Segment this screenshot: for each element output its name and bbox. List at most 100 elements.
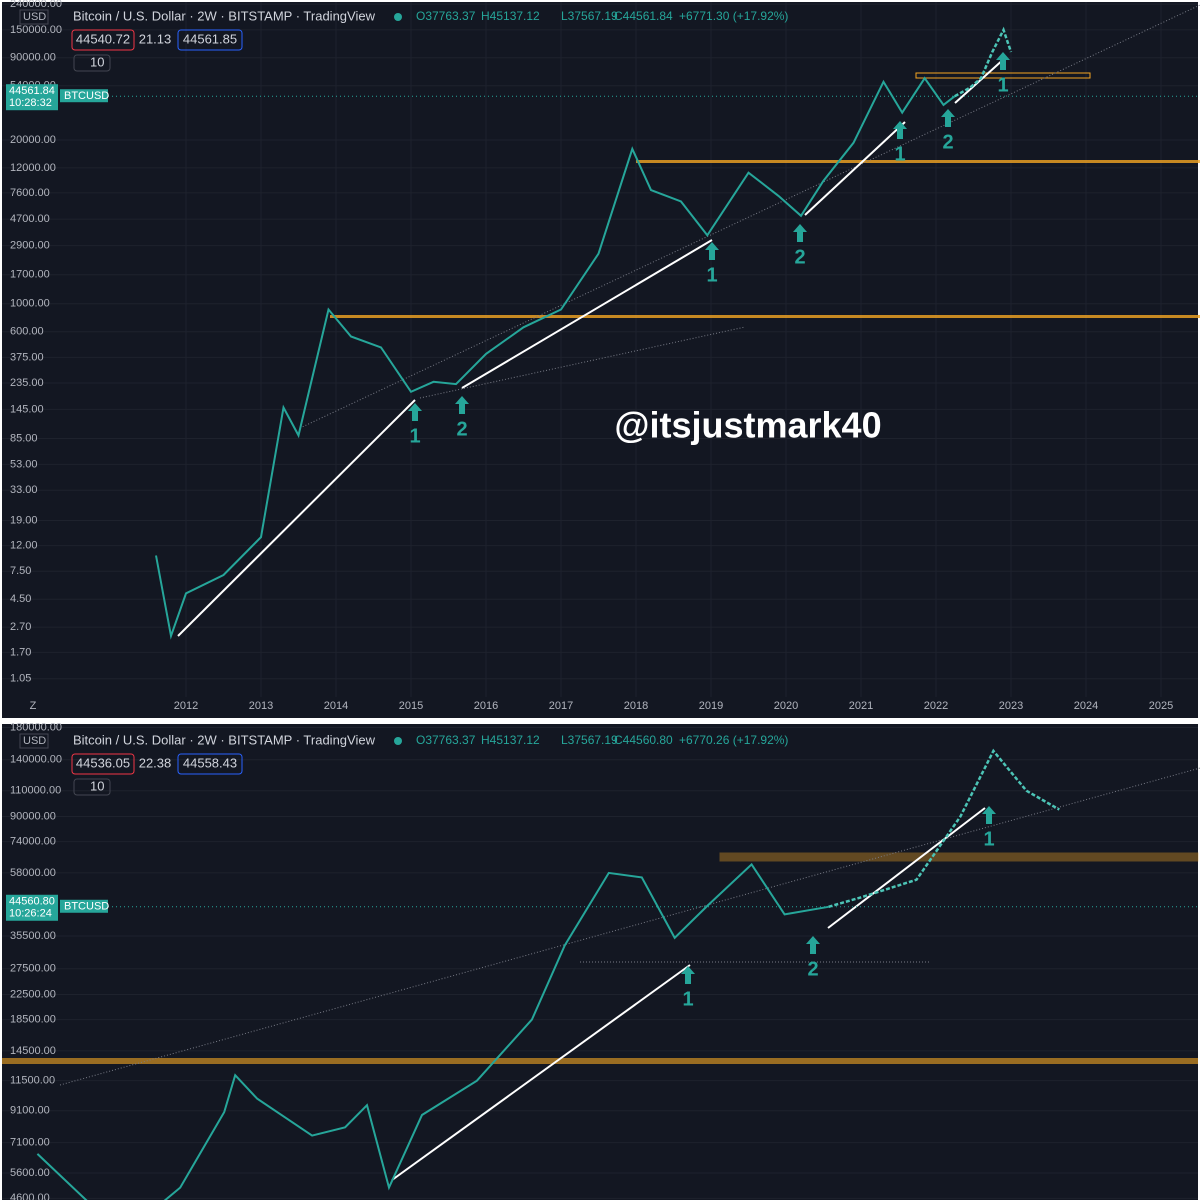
x-tick-label: 2025 <box>1149 700 1173 712</box>
y-tick-label: 14500.00 <box>10 1045 56 1057</box>
indicator-box <box>177 753 243 775</box>
annotation: 1 <box>894 143 905 165</box>
y-tick-label: 375.00 <box>10 351 44 363</box>
x-tick-label: 2021 <box>849 700 873 712</box>
arrow <box>705 242 719 260</box>
price-line <box>36 862 829 1200</box>
y-tick-label: 4700.00 <box>10 213 50 225</box>
currency: USD <box>23 11 46 23</box>
panel-bottom <box>2 724 1198 1200</box>
y-tick-label: 85.00 <box>10 432 38 444</box>
y-tick-label: 18500.00 <box>10 1014 56 1026</box>
panel-top <box>2 2 1198 718</box>
trend-line <box>827 807 986 929</box>
symbol: BTCUSD <box>64 901 109 913</box>
last-price: 44560.80 <box>9 896 55 908</box>
interval-box <box>73 54 111 72</box>
currency: USD <box>23 735 46 747</box>
indicator-value: 44561.85 <box>183 31 237 46</box>
last-price-box <box>6 894 58 921</box>
y-tick-label: 7600.00 <box>10 187 50 199</box>
ohlc-value: H45137.12 <box>481 733 540 747</box>
y-tick-label: 90000.00 <box>10 52 56 64</box>
y-tick-label: 53.00 <box>10 458 38 470</box>
y-tick-label: 12.00 <box>10 539 38 551</box>
x-tick-label: 2016 <box>474 700 498 712</box>
y-tick-label: 19.00 <box>10 514 38 526</box>
price-line <box>954 26 1013 98</box>
price-line <box>828 748 1060 908</box>
chart-title: Bitcoin / U.S. Dollar · 2W · BITSTAMP · … <box>73 8 376 23</box>
currency-box <box>19 9 49 25</box>
ohlc-value: O37763.37 <box>416 733 476 747</box>
y-tick-label: 140000.00 <box>10 754 62 766</box>
y-tick-label: 9100.00 <box>10 1105 50 1117</box>
channel-line <box>299 4 1200 429</box>
y-tick-label: 1000.00 <box>10 298 50 310</box>
last-price-box <box>6 84 58 111</box>
drawings-bottom <box>2 767 1200 1181</box>
y-tick-label: 20000.00 <box>10 134 56 146</box>
x-tick-label: 2018 <box>624 700 648 712</box>
y-tick-label: 150000.00 <box>10 24 62 36</box>
y-tick-label: 7100.00 <box>10 1136 50 1148</box>
trend-line <box>954 57 1006 104</box>
resistance-band <box>2 1058 1198 1064</box>
x-tick-label: 2012 <box>174 700 198 712</box>
y-tick-label: 4600.00 <box>10 1192 50 1200</box>
ohlc-value: H45137.12 <box>481 9 540 23</box>
x-tick-label: 2017 <box>549 700 573 712</box>
x-tick-label: 2024 <box>1074 700 1098 712</box>
countdown: 10:26:24 <box>9 908 52 920</box>
y-tick-label: 2.70 <box>10 621 31 633</box>
y-tick-label: 7.50 <box>10 565 31 577</box>
annotation: 2 <box>807 958 818 980</box>
y-tick-label: 5600.00 <box>10 1167 50 1179</box>
status-dot <box>394 737 402 745</box>
arrow <box>893 121 907 139</box>
indicator-value: 44558.43 <box>183 755 237 770</box>
y-tick-label: 22500.00 <box>10 988 56 1000</box>
resistance-band <box>330 315 1200 318</box>
y-tick-label: 58000.00 <box>10 867 56 879</box>
indicator-box <box>71 753 135 775</box>
annotation: 1 <box>409 425 420 447</box>
x-tick-label: 2015 <box>399 700 423 712</box>
symbol: BTCUSD <box>64 90 109 102</box>
trend-line <box>177 399 416 637</box>
z-icon: Z <box>30 700 37 712</box>
y-tick-label: 4.50 <box>10 593 31 605</box>
y-tick-label: 74000.00 <box>10 836 56 848</box>
ohlc-value: L37567.19 <box>561 733 618 747</box>
y-tick-label: 235.00 <box>10 377 44 389</box>
currency-box <box>19 733 49 749</box>
chart-title: Bitcoin / U.S. Dollar · 2W · BITSTAMP · … <box>73 732 376 747</box>
indicator-box <box>177 29 243 51</box>
resistance-box <box>915 72 1091 79</box>
x-tick-label: 2014 <box>324 700 348 712</box>
x-tick-label: 2019 <box>699 700 723 712</box>
channel-line <box>59 767 1200 1086</box>
arrow <box>941 109 955 127</box>
indicator-value: 44540.72 <box>76 31 130 46</box>
resistance-band <box>636 160 1200 163</box>
y-tick-label: 90000.00 <box>10 810 56 822</box>
change: +6771.30 (+17.92%) <box>679 9 788 23</box>
symbol-box <box>60 899 108 913</box>
annotation: 1 <box>706 264 717 286</box>
price-line <box>155 76 956 640</box>
y-tick-label: 145.00 <box>10 403 44 415</box>
interval-box <box>73 778 111 796</box>
x-tick-label: 2023 <box>999 700 1023 712</box>
arrow <box>681 966 695 984</box>
arrow <box>455 396 469 414</box>
x-tick-label: 2020 <box>774 700 798 712</box>
symbol-box <box>60 89 108 103</box>
arrow <box>806 936 820 954</box>
trend-line <box>804 121 906 216</box>
drawings-top <box>177 4 1200 637</box>
y-tick-label: 33.00 <box>10 484 38 496</box>
y-tick-label: 240000.00 <box>10 0 62 10</box>
arrow <box>408 403 422 421</box>
